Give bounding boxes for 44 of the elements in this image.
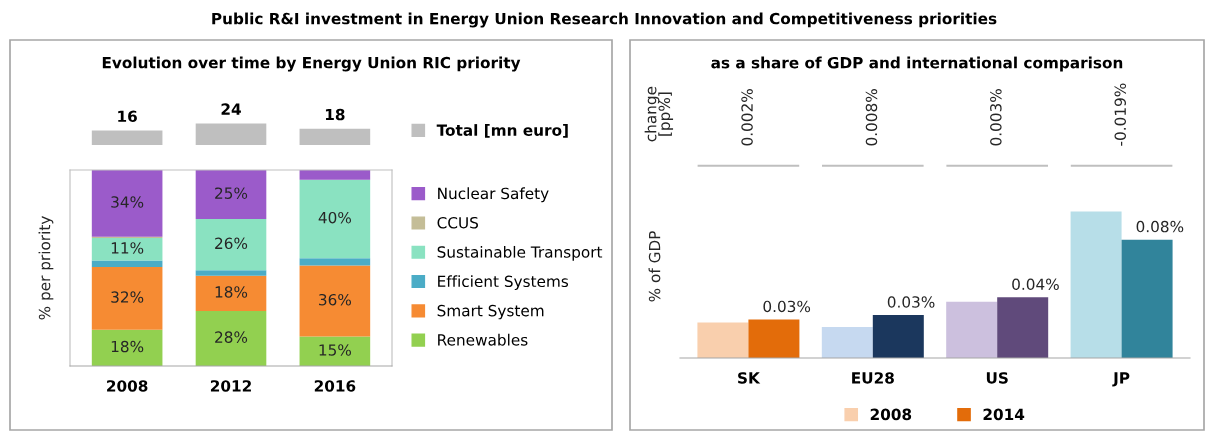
x-tick-label: SK: [738, 372, 761, 384]
data-label: 32%: [111, 291, 144, 303]
legend-label: Efficient Systems: [438, 275, 569, 291]
legend-label: 2008: [870, 408, 912, 421]
data-label: 0.04%: [1012, 278, 1059, 291]
data-label: 18%: [215, 286, 248, 298]
x-tick-label: EU28: [852, 372, 894, 384]
x-tick-label: 2008: [107, 380, 148, 392]
text: change [pp%]: [644, 86, 674, 142]
data-label: 28%: [215, 331, 248, 343]
data-label: 15%: [319, 344, 352, 356]
y-axis-title: % of GDP: [648, 231, 661, 302]
data-label: 26%: [215, 237, 248, 250]
text: -0.019%: [1114, 83, 1127, 146]
data-label: 16: [118, 110, 137, 123]
text: 0.008%: [865, 89, 878, 146]
data-label: 0.03%: [763, 300, 811, 313]
data-label: 24: [221, 103, 241, 115]
text: 0.002%: [741, 89, 753, 146]
x-tick-label: US: [986, 372, 1008, 384]
y-axis-title: % per priority: [38, 216, 54, 320]
data-label: 0.03%: [887, 296, 935, 308]
text: as a share of GDP and international comparison: [711, 56, 1123, 72]
legend-label: Smart System: [437, 304, 544, 320]
text: Public R&I investment in Energy Union Research Innovation and Competitiveness priorities: [212, 12, 997, 28]
x-tick-label: 2016: [314, 380, 356, 392]
legend-label: Sustainable Transport: [437, 245, 603, 261]
data-label: 0.08%: [1136, 220, 1184, 233]
legend-label: Nuclear Safety: [438, 187, 549, 203]
data-label: 11%: [111, 242, 144, 254]
data-label: 25%: [215, 187, 248, 199]
data-label: 18%: [111, 340, 144, 353]
legend-label: Renewables: [438, 333, 528, 346]
chart-subtitle: Evolution over time by Energy Union RIC priority: [102, 56, 521, 72]
data-label: 40%: [318, 211, 352, 224]
x-tick-label: 2012: [210, 380, 251, 392]
text: 0.003%: [990, 89, 1002, 146]
data-label: 18: [325, 108, 345, 121]
legend-label: 2014: [983, 408, 1025, 421]
x-tick-label: JP: [1112, 372, 1130, 387]
data-label: 36%: [319, 293, 352, 306]
data-label: 34%: [111, 196, 144, 208]
legend-label: Total [mn euro]: [436, 124, 568, 138]
legend-label: CCUS: [437, 216, 478, 229]
